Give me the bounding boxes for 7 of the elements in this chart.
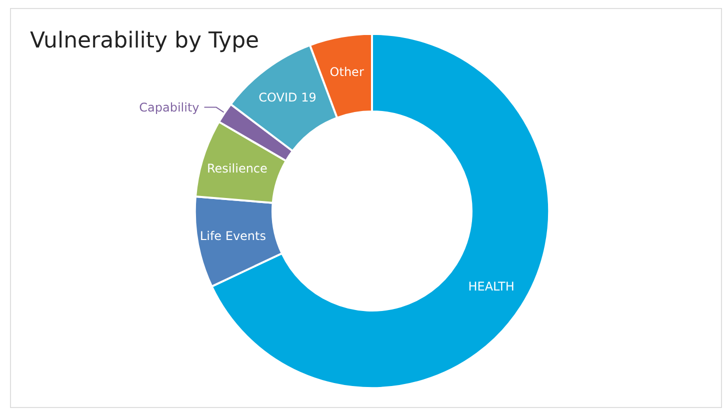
slice-label: Life Events xyxy=(200,229,266,244)
slice-label: COVID 19 xyxy=(258,90,316,105)
slice-label: HEALTH xyxy=(468,280,514,294)
slice-label: Other xyxy=(330,64,364,79)
chart-title: Vulnerability by Type xyxy=(30,28,260,54)
slice-label: Capability xyxy=(139,100,200,114)
slice-label: Resilience xyxy=(207,162,268,176)
